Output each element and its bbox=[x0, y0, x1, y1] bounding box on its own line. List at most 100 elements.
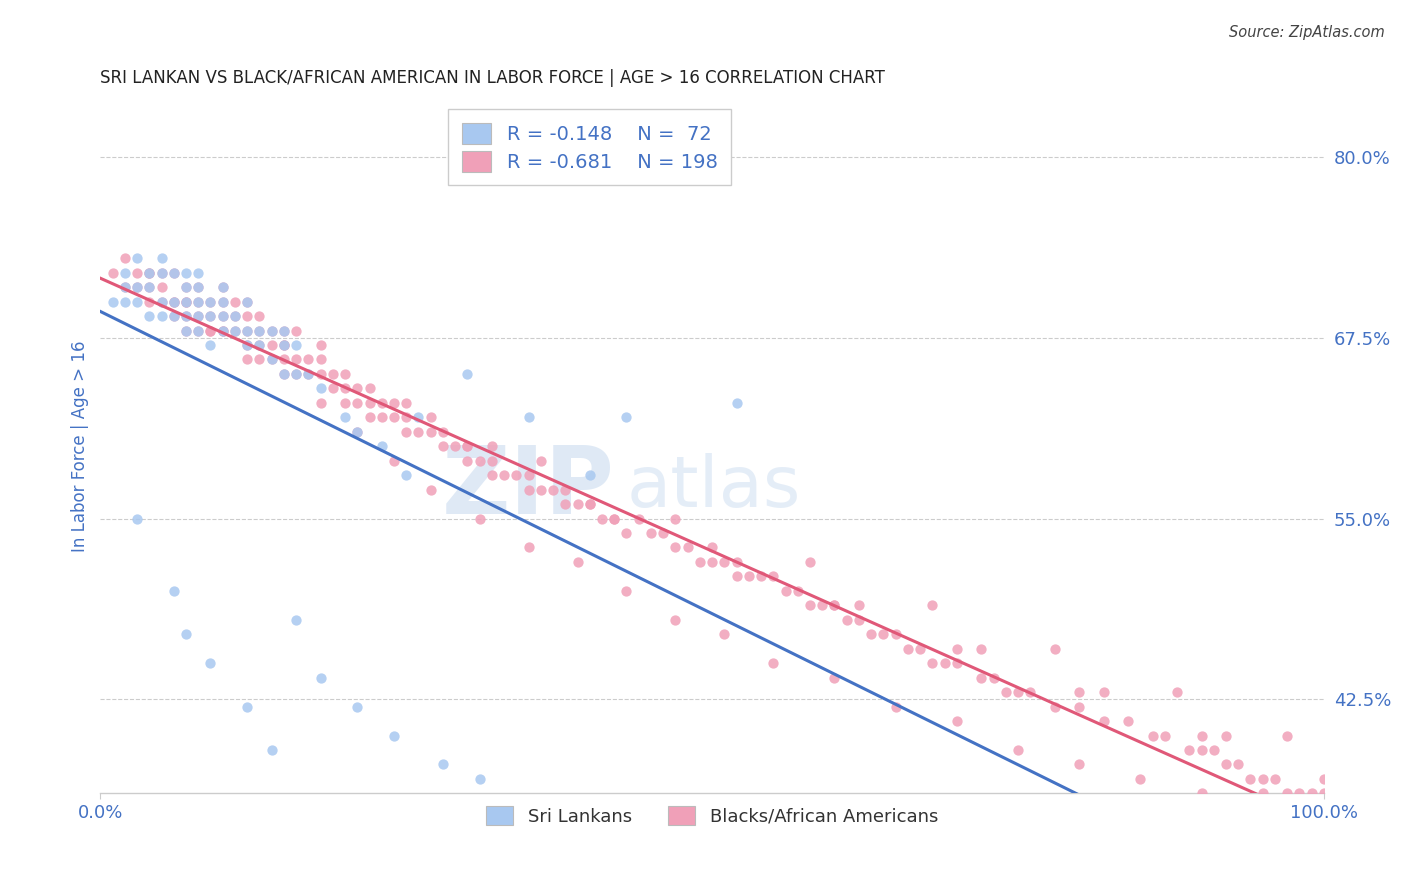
Point bbox=[530, 483, 553, 497]
Y-axis label: In Labor Force | Age > 16: In Labor Force | Age > 16 bbox=[72, 341, 89, 552]
Point bbox=[848, 599, 870, 613]
Point bbox=[187, 324, 209, 338]
Point bbox=[174, 627, 197, 641]
Point bbox=[775, 583, 797, 598]
Point bbox=[713, 627, 735, 641]
Point bbox=[382, 729, 405, 743]
Point bbox=[163, 294, 186, 309]
Point bbox=[187, 324, 209, 338]
Point bbox=[848, 613, 870, 627]
Point bbox=[163, 294, 186, 309]
Point bbox=[371, 439, 394, 453]
Point bbox=[616, 526, 638, 541]
Point bbox=[224, 294, 246, 309]
Point bbox=[297, 352, 319, 367]
Point bbox=[249, 324, 271, 338]
Point bbox=[1166, 685, 1188, 699]
Point bbox=[725, 396, 748, 410]
Point bbox=[200, 338, 222, 352]
Point bbox=[700, 555, 723, 569]
Point bbox=[1239, 772, 1261, 786]
Point bbox=[591, 511, 613, 525]
Point bbox=[934, 656, 956, 670]
Point bbox=[359, 396, 381, 410]
Point bbox=[1277, 786, 1299, 800]
Point bbox=[150, 266, 173, 280]
Point bbox=[309, 352, 332, 367]
Point bbox=[970, 641, 993, 656]
Point bbox=[273, 338, 295, 352]
Point bbox=[114, 266, 136, 280]
Point bbox=[946, 714, 969, 728]
Point bbox=[187, 294, 209, 309]
Point bbox=[517, 468, 540, 483]
Point bbox=[1215, 729, 1237, 743]
Point bbox=[211, 294, 233, 309]
Point bbox=[970, 671, 993, 685]
Point bbox=[616, 410, 638, 425]
Point bbox=[260, 324, 283, 338]
Point bbox=[236, 338, 259, 352]
Point bbox=[138, 280, 160, 294]
Point bbox=[174, 280, 197, 294]
Point bbox=[835, 613, 858, 627]
Point bbox=[359, 410, 381, 425]
Point bbox=[309, 338, 332, 352]
Point bbox=[150, 266, 173, 280]
Point bbox=[138, 280, 160, 294]
Point bbox=[285, 352, 308, 367]
Point bbox=[273, 324, 295, 338]
Point bbox=[1092, 685, 1115, 699]
Point bbox=[725, 555, 748, 569]
Point bbox=[322, 381, 344, 395]
Point bbox=[273, 324, 295, 338]
Point bbox=[285, 613, 308, 627]
Point bbox=[1019, 685, 1042, 699]
Point bbox=[309, 671, 332, 685]
Point bbox=[689, 555, 711, 569]
Point bbox=[150, 280, 173, 294]
Point bbox=[249, 352, 271, 367]
Point bbox=[994, 685, 1017, 699]
Point bbox=[260, 352, 283, 367]
Point bbox=[811, 599, 834, 613]
Point bbox=[578, 468, 600, 483]
Point bbox=[456, 367, 478, 381]
Point bbox=[249, 309, 271, 323]
Point bbox=[517, 410, 540, 425]
Point bbox=[603, 511, 626, 525]
Point bbox=[946, 641, 969, 656]
Point bbox=[163, 294, 186, 309]
Point bbox=[664, 613, 686, 627]
Point bbox=[174, 294, 197, 309]
Point bbox=[382, 410, 405, 425]
Point bbox=[908, 641, 931, 656]
Point bbox=[395, 410, 418, 425]
Point bbox=[211, 294, 233, 309]
Point bbox=[200, 324, 222, 338]
Point bbox=[762, 569, 785, 583]
Point bbox=[346, 381, 368, 395]
Point bbox=[101, 266, 124, 280]
Point bbox=[824, 599, 846, 613]
Point bbox=[346, 699, 368, 714]
Point bbox=[468, 511, 491, 525]
Point bbox=[738, 569, 761, 583]
Point bbox=[273, 352, 295, 367]
Point bbox=[517, 541, 540, 555]
Point bbox=[200, 309, 222, 323]
Point bbox=[1301, 786, 1323, 800]
Point bbox=[530, 454, 553, 468]
Point bbox=[114, 252, 136, 266]
Point bbox=[125, 511, 148, 525]
Point bbox=[200, 294, 222, 309]
Point bbox=[1069, 757, 1091, 772]
Point bbox=[872, 627, 894, 641]
Point bbox=[138, 309, 160, 323]
Point bbox=[884, 627, 907, 641]
Point bbox=[200, 656, 222, 670]
Point bbox=[174, 294, 197, 309]
Point bbox=[481, 454, 503, 468]
Point bbox=[200, 324, 222, 338]
Point bbox=[174, 309, 197, 323]
